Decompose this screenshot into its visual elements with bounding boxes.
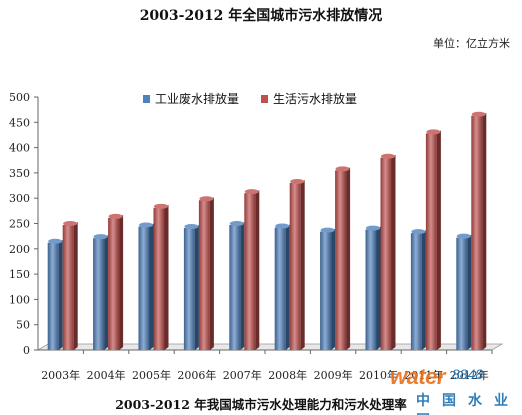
bar-side [300,180,305,350]
x-tick-label: 2012年 [450,368,489,382]
legend-swatch [261,95,268,103]
bar-side [376,226,381,350]
unit-label: 单位：亿立方米 [433,37,510,50]
bar-cap [456,233,471,239]
y-tick-label: 300 [9,192,30,205]
bar-cap [63,221,78,227]
bar-side [346,167,351,350]
bar-side [240,222,245,350]
x-tick-label: 2007年 [223,368,262,382]
figure-caption: 2003-2012 年我国城市污水处理能力和污水处理率 [115,397,407,412]
y-tick-label: 400 [9,142,30,155]
bar-cap [381,153,395,159]
bar-cap [154,203,168,209]
bar-side [104,235,109,350]
bar-industrial [229,225,241,350]
x-tick-label: 2011年 [404,368,443,382]
y-tick-label: 50 [16,319,30,332]
bar-cap [335,166,350,172]
y-tick-label: 100 [9,293,30,306]
bar-cap [199,196,214,202]
bar-side [285,224,290,350]
bar-industrial [47,242,59,350]
bar-industrial [320,231,332,350]
bar-domestic [153,207,165,350]
y-tick-label: 200 [9,243,30,256]
x-tick-label: 2008年 [268,368,307,382]
bar-domestic [198,200,210,350]
bar-cap [48,238,63,244]
bar-side [149,223,154,350]
bar-cap [290,179,305,185]
legend-label: 生活污水排放量 [273,91,357,106]
bar-industrial [138,226,150,350]
y-tick-label: 0 [23,344,30,357]
bar-cap [229,221,244,227]
bar-domestic [62,225,74,350]
bar-cap [108,213,123,219]
bar-cap [184,224,199,230]
bar-cap [93,234,108,240]
bar-cap [411,229,426,235]
bar-cap [244,189,259,195]
bar-industrial [93,238,105,350]
x-tick-label: 2005年 [132,368,171,382]
bar-industrial [183,228,195,350]
x-tick-label: 2003年 [41,368,80,382]
bar-domestic [471,115,483,350]
bar-side [209,197,214,350]
y-tick-label: 350 [9,167,30,180]
bar-side [436,130,441,350]
bar-side [482,112,487,350]
bar-domestic [335,170,347,350]
bar-domestic [425,133,437,350]
chart-title: 2003-2012 年全国城市污水排放情况 [139,8,383,24]
y-tick-label: 500 [9,91,30,104]
bar-side [467,234,472,350]
bar-industrial [365,229,377,350]
x-tick-label: 2010年 [359,368,398,382]
y-tick-label: 450 [9,116,30,129]
x-tick-label: 2004年 [87,368,126,382]
bar-side [331,228,336,350]
legend-swatch [143,95,150,103]
bar-side [119,214,124,350]
bar-domestic [244,193,256,350]
bar-side [58,239,63,350]
bar-side [194,225,199,350]
legend-label: 工业废水排放量 [155,91,239,106]
bar-side [255,190,260,350]
bar-industrial [274,227,286,350]
bar-side [164,204,169,350]
bar-side [391,154,396,350]
bar-domestic [108,217,120,350]
bar-cap [366,225,380,231]
bar-cap [320,227,335,233]
bar-industrial [456,237,468,350]
bar-cap [471,111,486,117]
x-tick-label: 2009年 [314,368,353,382]
bar-cap [139,222,153,228]
x-tick-label: 2006年 [177,368,216,382]
bar-cap [426,129,441,135]
bar-industrial [410,233,422,350]
bar-domestic [289,183,301,350]
bar-side [421,230,426,350]
bar-domestic [380,157,392,350]
y-tick-label: 250 [9,218,30,231]
y-tick-label: 150 [9,268,30,281]
bar-side [73,222,78,350]
bar-cap [275,223,290,229]
